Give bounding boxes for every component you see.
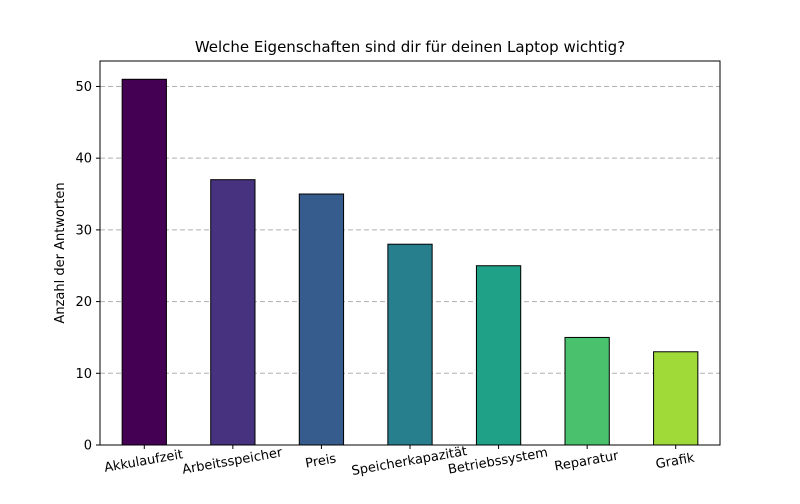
bar xyxy=(298,193,345,446)
bar xyxy=(564,336,610,446)
bar xyxy=(475,265,522,446)
x-tick-label: Akkulaufzeit xyxy=(103,447,184,476)
x-tick-label: Arbeitsspeicher xyxy=(181,445,284,477)
gridlines xyxy=(100,85,720,374)
y-tick-label: 10 xyxy=(75,367,92,382)
bar xyxy=(121,78,167,446)
y-axis-ticks: 0 10 20 30 40 50 xyxy=(75,80,100,454)
bar xyxy=(653,351,699,446)
chart-title: Welche Eigenschaften sind dir für deinen… xyxy=(195,38,625,56)
x-tick-label: Grafik xyxy=(655,451,697,473)
x-tick-label: Reparatur xyxy=(553,448,620,474)
y-tick-label: 30 xyxy=(75,223,92,238)
y-tick-label: 20 xyxy=(75,295,92,310)
y-tick-label: 40 xyxy=(75,152,92,167)
bar xyxy=(387,243,433,446)
y-axis-label: Anzahl der Antworten xyxy=(53,182,68,323)
y-tick-label: 50 xyxy=(75,80,92,95)
y-tick-label: 0 xyxy=(84,439,92,454)
bars xyxy=(121,78,699,446)
bar xyxy=(210,179,256,446)
x-tick-label: Preis xyxy=(304,451,337,471)
